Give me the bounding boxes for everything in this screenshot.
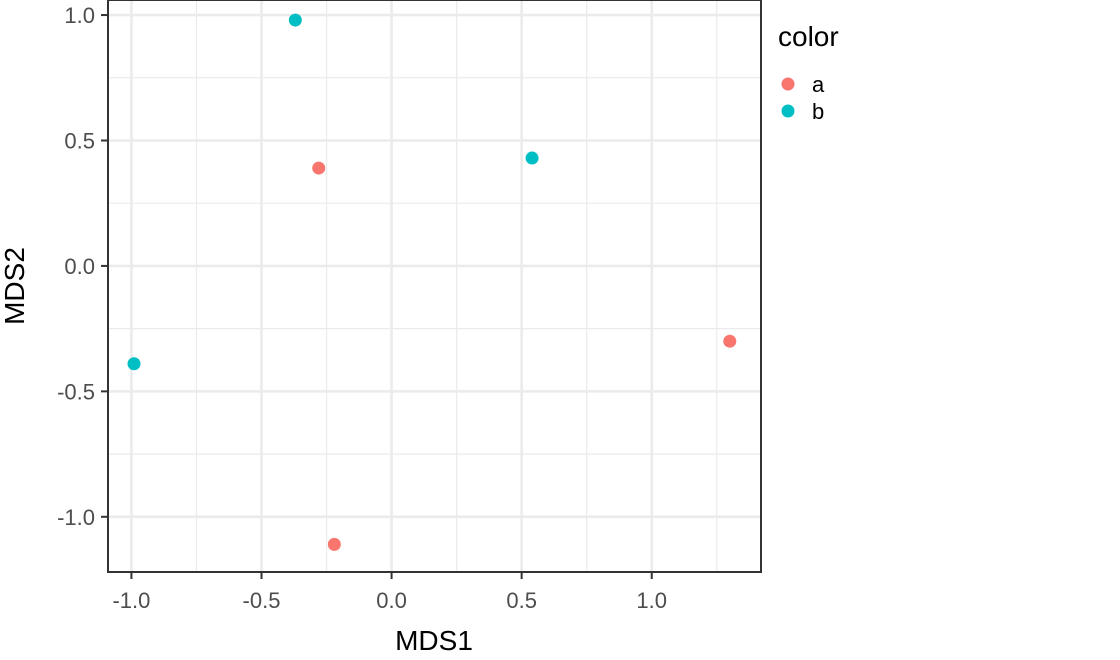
y-tick-label: 0.5	[64, 128, 95, 153]
grid-lines	[108, 0, 761, 572]
x-tick-label: 1.0	[636, 588, 667, 613]
data-point-a	[723, 334, 737, 348]
legend: color ab	[778, 21, 839, 124]
data-point-b	[127, 357, 141, 371]
data-points	[127, 13, 737, 551]
x-axis-title: MDS1	[395, 625, 473, 656]
legend-key-a	[781, 77, 795, 91]
legend-title: color	[778, 21, 839, 52]
legend-label-b: b	[812, 99, 824, 124]
data-point-a	[312, 161, 326, 175]
x-tick-label: 0.0	[376, 588, 407, 613]
legend-label-a: a	[812, 72, 825, 97]
y-tick-label: 0.0	[64, 254, 95, 279]
x-tick-label: 0.5	[506, 588, 537, 613]
x-tick-label: -1.0	[112, 588, 150, 613]
y-tick-label: 1.0	[64, 3, 95, 28]
y-tick-label: -1.0	[57, 505, 95, 530]
y-axis-title: MDS2	[0, 247, 30, 325]
plot-panel-border	[107, 0, 762, 573]
axis-ticks: -1.0 -0.5 0.0 0.5 1.0 -1.0 -0.5 0.0 0.5 1.0	[57, 3, 667, 613]
y-tick-label: -0.5	[57, 379, 95, 404]
data-point-b	[288, 13, 302, 27]
x-tick-label: -0.5	[243, 588, 281, 613]
data-point-a	[327, 537, 341, 551]
data-point-b	[525, 151, 539, 165]
legend-key-b	[781, 104, 795, 118]
